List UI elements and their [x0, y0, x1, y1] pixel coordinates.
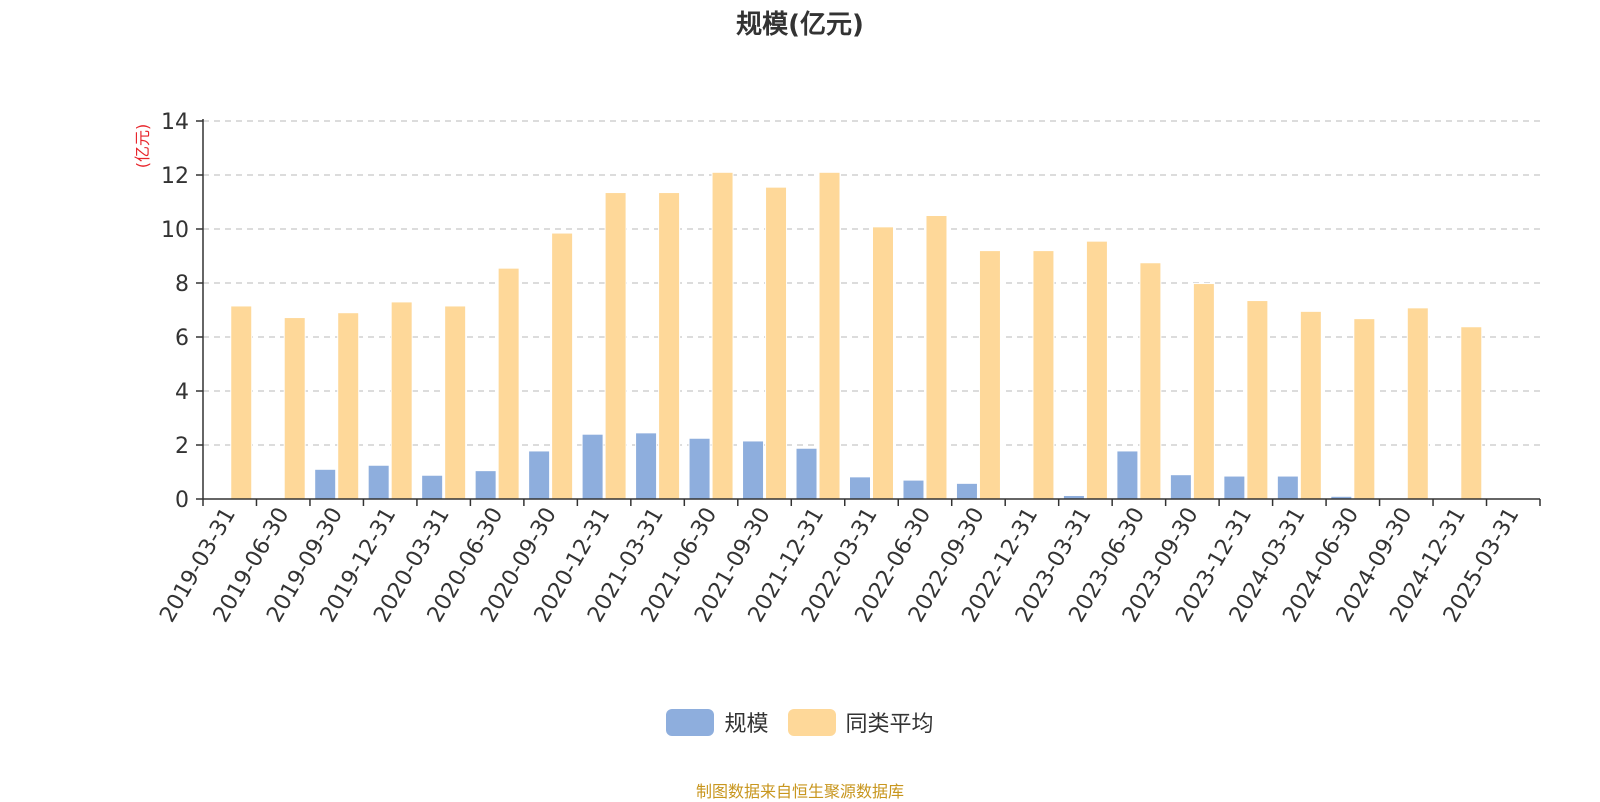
- bar-scale[interactable]: [474, 470, 497, 500]
- legend-swatch-scale: [666, 708, 715, 736]
- bar-scale[interactable]: [367, 464, 390, 500]
- source-note: 制图数据来自恒生聚源数据库: [695, 782, 904, 801]
- bar-scale[interactable]: [688, 437, 711, 500]
- legend-label-scale: 规模: [724, 712, 769, 737]
- bar-scale[interactable]: [635, 432, 658, 500]
- bar-scale[interactable]: [1276, 475, 1299, 500]
- chart-title: 规模(亿元): [736, 10, 864, 40]
- bar-peer-average[interactable]: [390, 301, 413, 500]
- bar-peer-average[interactable]: [872, 226, 894, 500]
- y-tick-label: 12: [161, 164, 189, 189]
- bar-peer-average[interactable]: [658, 192, 681, 500]
- legend-item-scale[interactable]: 规模: [666, 706, 769, 738]
- bar-peer-average[interactable]: [444, 305, 467, 500]
- bar-scale[interactable]: [902, 479, 925, 500]
- bar-peer-average[interactable]: [765, 186, 788, 500]
- bar-peer-average[interactable]: [604, 192, 627, 500]
- bar-scale[interactable]: [795, 447, 818, 500]
- y-tick-label: 2: [175, 434, 189, 459]
- legend: 规模 同类平均: [0, 706, 1600, 742]
- bar-peer-average[interactable]: [978, 250, 1001, 500]
- y-tick-label: 10: [161, 218, 189, 243]
- bar-scale[interactable]: [581, 433, 604, 500]
- bar-scale[interactable]: [421, 474, 444, 500]
- y-tick-label: 0: [175, 488, 189, 513]
- bar-peer-average[interactable]: [1406, 307, 1429, 500]
- bar-peer-average[interactable]: [711, 171, 734, 500]
- bar-scale[interactable]: [742, 440, 765, 500]
- bar-peer-average[interactable]: [337, 312, 360, 500]
- bar-scale[interactable]: [528, 450, 551, 500]
- bar-peer-average[interactable]: [230, 305, 253, 500]
- bar-peer-average[interactable]: [1299, 310, 1322, 500]
- bar-peer-average[interactable]: [1085, 240, 1108, 500]
- bar-peer-average[interactable]: [551, 232, 574, 500]
- y-tick-label: 14: [161, 110, 189, 135]
- bar-peer-average[interactable]: [1353, 318, 1376, 500]
- bar-peer-average[interactable]: [1192, 283, 1215, 500]
- y-tick-label: 4: [175, 380, 189, 405]
- bar-peer-average[interactable]: [283, 317, 306, 500]
- bar-scale[interactable]: [955, 482, 978, 500]
- bar-peer-average[interactable]: [497, 267, 520, 500]
- legend-swatch-peer-average: [787, 708, 836, 736]
- bar-peer-average[interactable]: [1460, 326, 1483, 500]
- bar-scale[interactable]: [1116, 450, 1139, 500]
- bars: [230, 171, 1513, 500]
- legend-label-peer-average: 同类平均: [845, 712, 934, 737]
- bar-scale[interactable]: [1223, 475, 1246, 500]
- bar-peer-average[interactable]: [925, 215, 948, 500]
- y-tick-label: 8: [175, 272, 189, 297]
- axes: 024681012142019-03-312019-06-302019-09-3…: [155, 110, 1541, 627]
- bar-peer-average[interactable]: [1032, 250, 1055, 500]
- bar-peer-average[interactable]: [1139, 262, 1162, 500]
- bar-peer-average[interactable]: [1246, 300, 1269, 500]
- bar-scale[interactable]: [314, 468, 337, 500]
- legend-item-peer-average[interactable]: 同类平均: [787, 706, 934, 738]
- bar-peer-average[interactable]: [818, 171, 841, 500]
- bar-scale[interactable]: [1169, 474, 1192, 500]
- y-axis-label: (亿元): [133, 124, 152, 169]
- y-tick-label: 6: [175, 326, 189, 351]
- bar-scale[interactable]: [849, 476, 871, 500]
